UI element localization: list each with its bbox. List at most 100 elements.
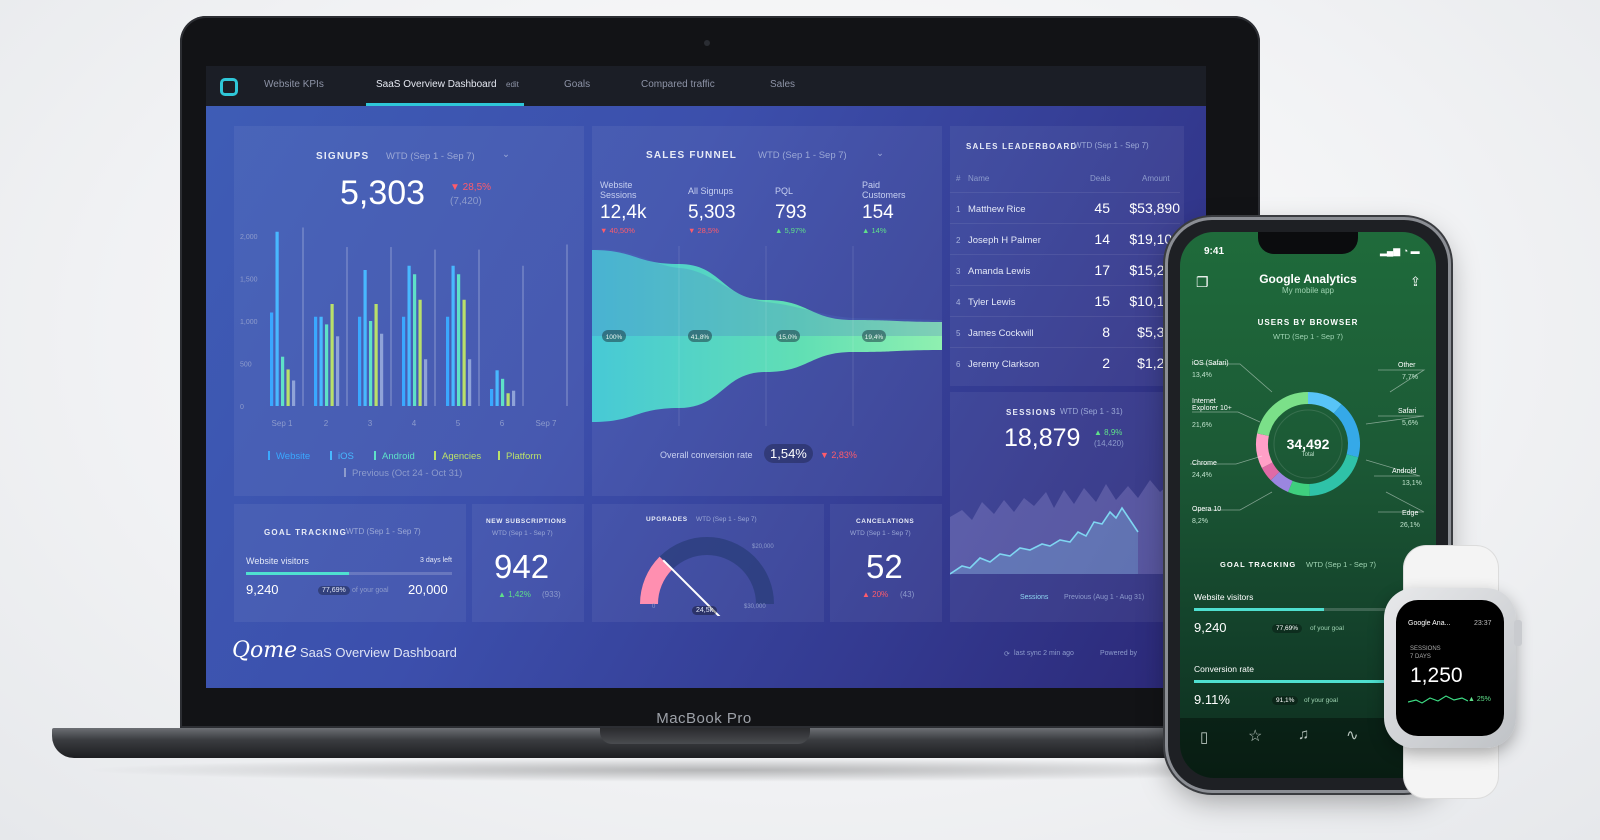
browser-label-chrome: Chrome bbox=[1192, 460, 1217, 467]
tab-website-kpis[interactable]: Website KPIs bbox=[264, 79, 324, 90]
bar-platform bbox=[380, 333, 384, 406]
upgrades-gauge bbox=[640, 537, 774, 616]
activity-icon[interactable]: ∿ bbox=[1346, 727, 1359, 744]
funnel-pct-pill bbox=[688, 330, 712, 342]
bar-platform bbox=[336, 336, 340, 406]
chevron-down-icon[interactable]: ⌄ bbox=[502, 149, 510, 160]
bar-agencies bbox=[506, 393, 510, 406]
new-subs-period[interactable]: WTD (Sep 1 - Sep 7) bbox=[492, 530, 553, 537]
bar-android bbox=[325, 324, 329, 406]
legend-platform[interactable]: Platform bbox=[498, 451, 541, 462]
sessions-period[interactable]: WTD (Sep 1 - 31) bbox=[1060, 407, 1123, 416]
funnel-pct-pill bbox=[602, 330, 626, 342]
goal-days-left: 3 days left bbox=[420, 557, 452, 564]
previous-bar bbox=[434, 249, 436, 406]
leaderboard-row[interactable]: 3 Amanda Lewis 17 $15,294 bbox=[950, 254, 1180, 285]
star-icon[interactable]: ☆ bbox=[1248, 728, 1263, 745]
sessions-change: ▲ 8,9% bbox=[1094, 428, 1123, 437]
bell-icon[interactable]: ♫ bbox=[1298, 726, 1310, 743]
legend-ios[interactable]: iOS bbox=[330, 451, 354, 462]
sales-leaderboard-panel: SALES LEADERBOARD WTD (Sep 1 - Sep 7) # … bbox=[950, 126, 1184, 386]
x-tick-label: Sep 1 bbox=[272, 419, 293, 428]
leaderboard-row[interactable]: 1 Matthew Rice 45 $53,890 bbox=[950, 192, 1180, 223]
chevron-down-icon[interactable]: ⌄ bbox=[876, 148, 884, 159]
sessions-legend-current[interactable]: Sessions bbox=[1020, 594, 1049, 601]
watch-crown[interactable] bbox=[1514, 620, 1522, 646]
signups-title: SIGNUPS bbox=[316, 151, 370, 162]
new-subs-title: NEW SUBSCRIPTIONS bbox=[486, 518, 567, 525]
gauge-min: 0 bbox=[652, 604, 656, 610]
upgrades-panel: UPGRADES WTD (Sep 1 - Sep 7) 0 $30,000 $… bbox=[592, 504, 824, 622]
goal-period[interactable]: WTD (Sep 1 - Sep 7) bbox=[346, 527, 421, 536]
browser-label-android: Android bbox=[1392, 468, 1417, 475]
phone-goal-period[interactable]: WTD (Sep 1 - Sep 7) bbox=[1306, 560, 1377, 569]
donut-segment bbox=[1333, 404, 1360, 458]
bar-platform bbox=[292, 380, 296, 406]
leaderboard-row[interactable]: 2 Joseph H Palmer 14 $19,103 bbox=[950, 223, 1180, 254]
y-tick-label: 0 bbox=[240, 404, 244, 411]
goal-progress-fill bbox=[246, 572, 349, 575]
watch-label1: SESSIONS bbox=[1410, 646, 1441, 652]
phone-goal-title: GOAL TRACKING bbox=[1220, 560, 1297, 569]
funnel-period[interactable]: WTD (Sep 1 - Sep 7) bbox=[758, 150, 847, 161]
leaderboard-row[interactable]: 4 Tyler Lewis 15 $10,167 bbox=[950, 285, 1180, 316]
leaderboard-period[interactable]: WTD (Sep 1 - Sep 7) bbox=[1074, 141, 1149, 150]
sessions-legend-previous[interactable]: Previous (Aug 1 - Aug 31) bbox=[1064, 594, 1145, 601]
phone-app-subtitle: My mobile app bbox=[1281, 286, 1335, 295]
footer-powered: Powered by bbox=[1100, 650, 1137, 657]
cancelations-period[interactable]: WTD (Sep 1 - Sep 7) bbox=[850, 530, 911, 537]
leaderboard-header-deals: Deals bbox=[1090, 174, 1111, 183]
donut-segment bbox=[1309, 454, 1359, 496]
goal-of-goal: of your goal bbox=[352, 587, 389, 594]
copy-icon[interactable]: ❐ bbox=[1196, 274, 1209, 290]
overall-conversion-label: Overall conversion rate bbox=[660, 450, 753, 460]
sessions-value: 18,879 bbox=[1004, 424, 1081, 452]
sales-funnel-panel: SALES FUNNEL WTD (Sep 1 - Sep 7) ⌄ 100% 4… bbox=[592, 126, 942, 496]
signups-period[interactable]: WTD (Sep 1 - Sep 7) bbox=[386, 151, 475, 162]
browser-label-opera: Opera 10 bbox=[1192, 506, 1222, 513]
funnel-overlay bbox=[592, 249, 942, 336]
watch-time: 23:37 bbox=[1474, 620, 1492, 627]
dashboard-tab-icon[interactable]: ▯ bbox=[1200, 729, 1209, 746]
browser-label-safari: Safari bbox=[1398, 408, 1417, 415]
share-icon[interactable]: ⇪ bbox=[1410, 274, 1421, 289]
previous-bar bbox=[478, 249, 480, 406]
legend-android[interactable]: Android bbox=[374, 451, 415, 462]
sessions-current-area bbox=[950, 508, 1138, 574]
legend-previous[interactable]: Previous (Oct 24 - Oct 31) bbox=[344, 468, 462, 479]
legend-agencies[interactable]: Agencies bbox=[434, 451, 481, 462]
upgrades-period[interactable]: WTD (Sep 1 - Sep 7) bbox=[696, 516, 757, 523]
previous-bar bbox=[346, 247, 348, 406]
bar-android bbox=[281, 356, 285, 406]
funnel-chart: 100% 41,8% 15,0% 19,4% bbox=[592, 246, 942, 426]
new-subs-change: ▲ 1,42% bbox=[498, 590, 531, 599]
legend-website[interactable]: Website bbox=[268, 451, 310, 462]
signups-panel: SIGNUPS WTD (Sep 1 - Sep 7) ⌄ 5,303 ▼ 28… bbox=[234, 126, 584, 496]
overall-conversion-value: 1,54% bbox=[764, 444, 813, 463]
bar-ios bbox=[451, 265, 455, 406]
tab-compared-traffic[interactable]: Compared traffic bbox=[641, 79, 715, 90]
users-by-browser-period[interactable]: WTD (Sep 1 - Sep 7) bbox=[1272, 332, 1344, 341]
goal-pct: 77,69% bbox=[318, 586, 350, 595]
phone-goal2-of: of your goal bbox=[1304, 697, 1338, 704]
leaderboard-row[interactable]: 6 Jeremy Clarkson 2 $1,290 bbox=[950, 347, 1180, 378]
app-logo-icon[interactable] bbox=[220, 78, 238, 96]
leaderboard-row[interactable]: 5 James Cockwill 8 $5,305 bbox=[950, 316, 1180, 347]
goal-progress-track bbox=[246, 572, 452, 575]
bar-ios bbox=[363, 270, 367, 406]
bar-platform bbox=[424, 359, 428, 406]
bar-ios bbox=[319, 316, 323, 406]
donut-leader-line bbox=[1365, 415, 1425, 425]
tab-edit-link[interactable]: edit bbox=[506, 80, 519, 89]
bar-website bbox=[402, 316, 406, 406]
dashboard-screen: Website KPIs SaaS Overview Dashboard edi… bbox=[206, 66, 1206, 688]
tab-goals[interactable]: Goals bbox=[564, 79, 591, 90]
leaderboard-title: SALES LEADERBOARD bbox=[966, 142, 1078, 151]
phone-goal1-value: 9,240 bbox=[1194, 620, 1227, 635]
qome-logo: Qome bbox=[232, 638, 298, 663]
browser-label-other: Other bbox=[1398, 362, 1416, 369]
tab-sales[interactable]: Sales bbox=[770, 79, 796, 90]
tab-saas-overview[interactable]: SaaS Overview Dashboard bbox=[376, 79, 497, 90]
signups-change: ▼ 28,5% bbox=[450, 182, 492, 193]
sync-icon[interactable]: ⟳ bbox=[1004, 651, 1010, 658]
